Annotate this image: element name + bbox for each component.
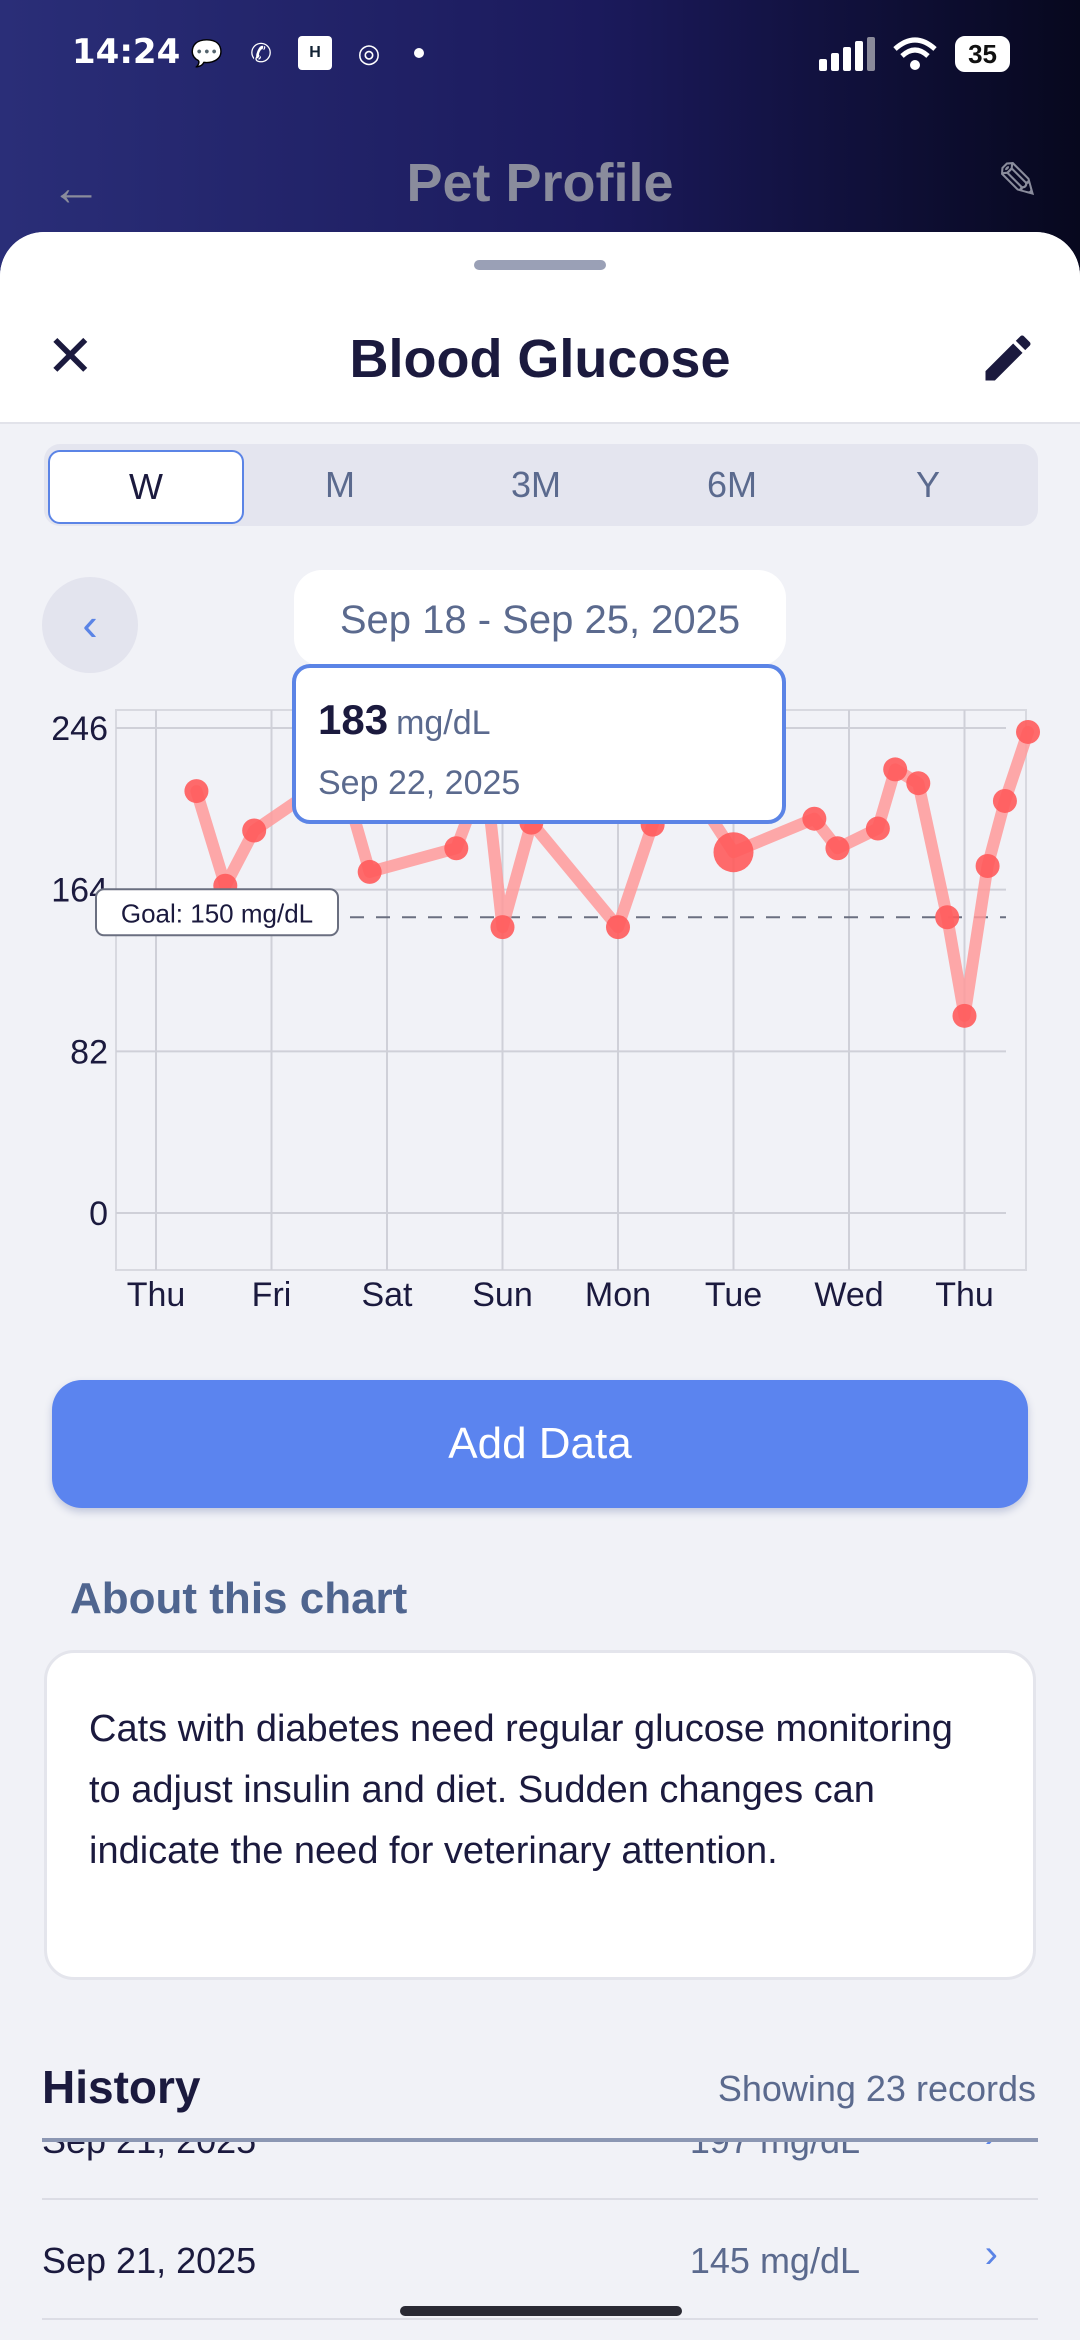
signal-icon [819, 37, 876, 71]
x-tick-label: Fri [252, 1276, 292, 1314]
data-point [1016, 719, 1041, 744]
data-point-selected [713, 832, 754, 873]
about-card: Cats with diabetes need regular glucose … [44, 1650, 1036, 1980]
chevron-right-icon: › [985, 2142, 998, 2157]
sheet-header: ✕ Blood Glucose [0, 232, 1080, 424]
data-point [444, 836, 469, 861]
app-title: Pet Profile [406, 153, 674, 213]
back-arrow-icon[interactable]: ← [50, 159, 102, 217]
data-point [184, 779, 209, 804]
app-header: ← Pet Profile ✎ [0, 130, 1080, 230]
data-point [883, 757, 908, 782]
chevron-right-icon: › [984, 2232, 998, 2276]
goal-label: Goal: 150 mg/dL [121, 898, 313, 928]
add-data-button[interactable]: Add Data [52, 1380, 1028, 1508]
whatsapp-icon: ✆ [250, 37, 272, 68]
battery-icon: 35 [955, 36, 1010, 72]
data-point [992, 788, 1017, 813]
chevron-left-icon: ‹ [82, 598, 98, 650]
tooltip-date: Sep 22, 2025 [318, 764, 521, 802]
message-icon: 💬 [190, 37, 224, 68]
history-row-value: 197 mg/dL [690, 2142, 860, 2162]
data-point [906, 771, 931, 796]
history-list: Sep 21, 2025 197 mg/dL › Sep 21, 2025 14… [42, 2142, 1038, 2340]
range-selector: W M 3M 6M Y [44, 444, 1038, 526]
data-point [802, 806, 827, 831]
data-point [606, 915, 630, 940]
tab-3-months[interactable]: 3M [510, 464, 561, 505]
history-row[interactable]: Sep 21, 2025 197 mg/dL › [42, 2142, 1038, 2200]
edit-icon[interactable] [978, 328, 1038, 388]
history-row-date: Sep 21, 2025 [42, 2142, 256, 2162]
sheet-title: Blood Glucose [349, 329, 731, 389]
more-notifications-icon [414, 48, 424, 58]
system-icons: 35 [819, 36, 1010, 72]
bottom-sheet: ✕ Blood Glucose W M 3M 6M Y ‹ Sep 18 - S… [0, 232, 1080, 2340]
data-point [975, 854, 1000, 879]
date-range-label: Sep 18 - Sep 25, 2025 [294, 570, 786, 666]
tab-month[interactable]: M [325, 464, 355, 505]
x-tick-label: Sun [472, 1276, 533, 1314]
tooltip-unit: mg/dL [396, 704, 491, 742]
data-point [825, 836, 850, 861]
data-point [490, 915, 515, 940]
status-bar: 14:24 💬 ✆ H ◎ 35 [0, 0, 1080, 110]
wifi-icon [893, 37, 937, 70]
tab-week[interactable]: W [48, 450, 244, 524]
instagram-icon: ◎ [357, 37, 381, 68]
app-logo-icon: H [298, 36, 332, 70]
drag-handle[interactable] [474, 260, 606, 270]
y-tick-label: 246 [51, 710, 108, 748]
tab-6-months[interactable]: 6M [706, 464, 757, 505]
notification-icons: 💬 ✆ H ◎ [190, 36, 424, 70]
history-row[interactable]: Sep 21, 2025 145 mg/dL › [42, 2200, 1038, 2320]
data-point [865, 816, 890, 841]
x-tick-label: Thu [935, 1276, 994, 1314]
x-tick-label: Mon [585, 1276, 651, 1314]
x-tick-label: Tue [705, 1276, 762, 1314]
history-divider [42, 2138, 1038, 2142]
data-point [935, 905, 960, 930]
x-tick-label: Sat [361, 1276, 413, 1314]
previous-range-button[interactable]: ‹ [42, 577, 138, 673]
history-count: Showing 23 records [717, 2068, 1036, 2109]
y-tick-label: 82 [70, 1033, 108, 1071]
history-title: History [42, 2061, 201, 2113]
header-edit-icon[interactable]: ✎ [996, 153, 1040, 211]
chart-tooltip: 183 mg/dL Sep 22, 2025 [292, 664, 786, 824]
history-row-value: 145 mg/dL [689, 2240, 860, 2281]
home-indicator [400, 2306, 682, 2316]
goal-label-box [95, 888, 339, 937]
tab-year[interactable]: Y [915, 464, 940, 505]
x-tick-label: Wed [814, 1276, 883, 1314]
data-point [952, 1003, 977, 1028]
about-text: Cats with diabetes need regular glucose … [89, 1708, 953, 1872]
about-title: About this chart [70, 1574, 408, 1623]
history-row-date: Sep 21, 2025 [42, 2240, 257, 2281]
close-icon[interactable]: ✕ [46, 324, 95, 389]
data-point [357, 859, 382, 884]
y-tick-label: 0 [89, 1195, 108, 1233]
tooltip-value: 183 [318, 696, 389, 743]
data-point [242, 818, 267, 843]
status-time: 14:24 [72, 32, 181, 72]
x-tick-label: Thu [127, 1276, 186, 1314]
